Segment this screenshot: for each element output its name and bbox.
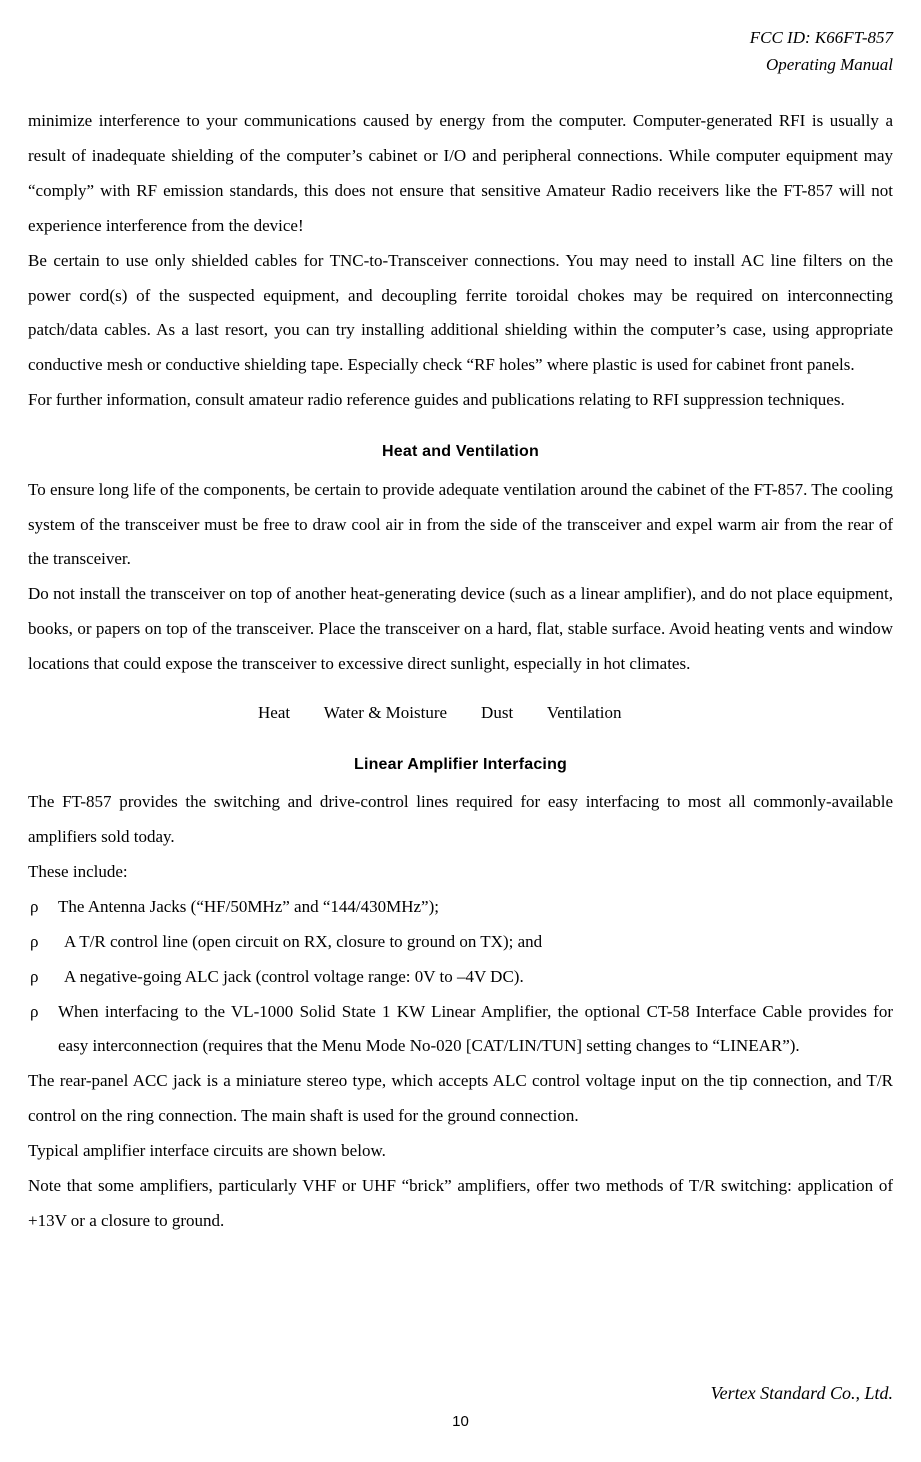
body-paragraph: For further information, consult amateur… [28, 383, 893, 418]
page-content: minimize interference to your communicat… [0, 78, 921, 1238]
page: FCC ID: K66FT-857 Operating Manual minim… [0, 0, 921, 1462]
list-item: ρThe Antenna Jacks (“HF/50MHz” and “144/… [28, 890, 893, 925]
body-paragraph: minimize interference to your communicat… [28, 104, 893, 243]
list-item: ρA T/R control line (open circuit on RX,… [28, 925, 893, 960]
bullet-list: ρThe Antenna Jacks (“HF/50MHz” and “144/… [28, 890, 893, 1064]
list-item: ρWhen interfacing to the VL-1000 Solid S… [28, 995, 893, 1065]
bullet-mark: ρ [28, 995, 58, 1065]
page-number: 10 [0, 1413, 921, 1430]
bullet-mark: ρ [28, 960, 58, 995]
manual-subtitle: Operating Manual [0, 51, 893, 78]
body-paragraph: These include: [28, 855, 893, 890]
bullet-text: The Antenna Jacks (“HF/50MHz” and “144/4… [58, 890, 893, 925]
heat-icon-labels: Heat Water & Moisture Dust Ventilation [28, 696, 893, 731]
body-paragraph: The rear-panel ACC jack is a miniature s… [28, 1064, 893, 1134]
fcc-id-line: FCC ID: K66FT-857 [0, 24, 893, 51]
body-paragraph: The FT-857 provides the switching and dr… [28, 785, 893, 855]
body-paragraph: Do not install the transceiver on top of… [28, 577, 893, 682]
section-heading-amp: Linear Amplifier Interfacing [28, 749, 893, 782]
body-paragraph: Note that some amplifiers, particularly … [28, 1169, 893, 1239]
footer-company: Vertex Standard Co., Ltd. [711, 1383, 893, 1404]
bullet-text: A negative-going ALC jack (control volta… [58, 960, 893, 995]
bullet-mark: ρ [28, 890, 58, 925]
body-paragraph: To ensure long life of the components, b… [28, 473, 893, 578]
bullet-text: When interfacing to the VL-1000 Solid St… [58, 995, 893, 1065]
list-item: ρA negative-going ALC jack (control volt… [28, 960, 893, 995]
bullet-text: A T/R control line (open circuit on RX, … [58, 925, 893, 960]
page-header: FCC ID: K66FT-857 Operating Manual [0, 24, 921, 78]
section-heading-heat: Heat and Ventilation [28, 436, 893, 469]
bullet-mark: ρ [28, 925, 58, 960]
body-paragraph: Typical amplifier interface circuits are… [28, 1134, 893, 1169]
body-paragraph: Be certain to use only shielded cables f… [28, 244, 893, 383]
